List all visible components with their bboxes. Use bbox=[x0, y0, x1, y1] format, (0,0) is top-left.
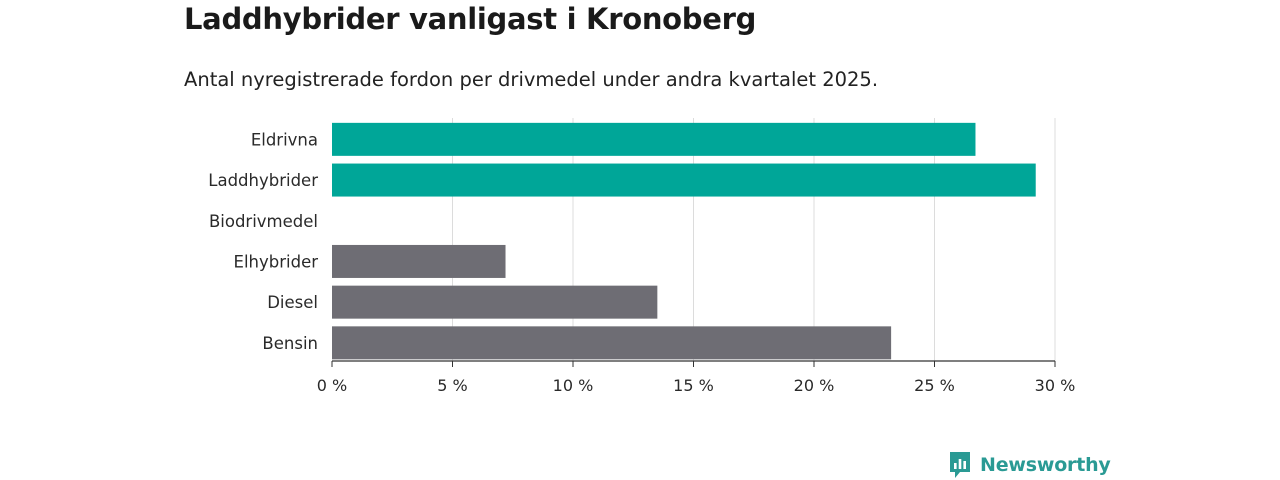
x-axis-ticks: 0 % 5 % 10 % 15 % 20 % 25 % 30 % bbox=[317, 360, 1076, 395]
bar-chart: Eldrivna Laddhybrider Biodrivmedel Elhybrid… bbox=[208, 118, 1076, 395]
category-label: Diesel bbox=[267, 293, 318, 312]
chart-title: Laddhybrider vanligast i Kronoberg bbox=[184, 2, 757, 36]
bar-eldrivna bbox=[332, 122, 976, 156]
x-tick-label: 10 % bbox=[553, 376, 594, 395]
bar-laddhybrider bbox=[332, 163, 1036, 197]
newsworthy-logo-icon bbox=[950, 452, 970, 478]
category-label: Laddhybrider bbox=[208, 171, 318, 190]
category-label: Eldrivna bbox=[251, 130, 318, 149]
x-tick-label: 0 % bbox=[317, 376, 347, 395]
category-labels: Eldrivna Laddhybrider Biodrivmedel Elhybrid… bbox=[208, 130, 318, 353]
chart-subtitle: Antal nyregistrerade fordon per drivmede… bbox=[184, 68, 879, 91]
category-label: Biodrivmedel bbox=[209, 212, 318, 231]
x-tick-label: 30 % bbox=[1035, 376, 1076, 395]
x-tick-label: 20 % bbox=[794, 376, 835, 395]
x-tick-label: 15 % bbox=[673, 376, 714, 395]
category-label: Bensin bbox=[262, 334, 318, 353]
brand-name: Newsworthy bbox=[980, 454, 1111, 476]
gridlines bbox=[452, 118, 1056, 361]
brand-logo: Newsworthy bbox=[948, 450, 1111, 480]
bar-elhybrider bbox=[332, 244, 506, 278]
category-label: Elhybrider bbox=[234, 252, 319, 271]
x-tick-label: 5 % bbox=[437, 376, 467, 395]
bar-bensin bbox=[332, 326, 892, 360]
x-tick-label: 25 % bbox=[914, 376, 955, 395]
bar-diesel bbox=[332, 285, 658, 319]
bars bbox=[332, 122, 1036, 360]
